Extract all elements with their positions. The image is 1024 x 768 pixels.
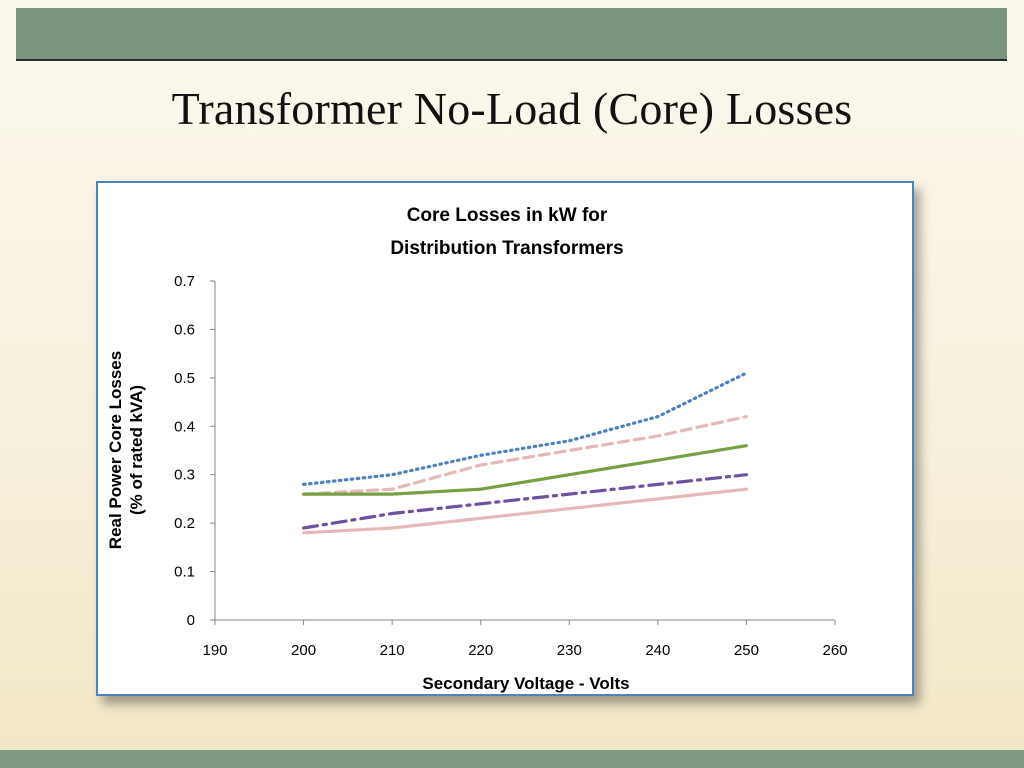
- x-tick-label: 190: [202, 642, 227, 659]
- chart-frame: Core Losses in kW for Distribution Transf…: [96, 181, 914, 696]
- series-line-2: [302, 415, 749, 496]
- y-tick-label: 0.5: [174, 370, 195, 387]
- y-tick-label: 0.2: [174, 515, 195, 532]
- header-band: [16, 8, 1007, 61]
- series-line-3: [302, 444, 749, 496]
- series-line-5: [302, 487, 749, 535]
- slide-title: Transformer No-Load (Core) Losses: [171, 83, 853, 134]
- x-tick-label: 210: [380, 642, 405, 659]
- x-tick-label: 220: [468, 642, 493, 659]
- y-axis-label: Real Power Core Losses (% of rated kVA): [106, 351, 146, 549]
- line-chart: Core Losses in kW for Distribution Transf…: [106, 205, 848, 693]
- axes: [210, 280, 836, 625]
- x-axis-label-text: Secondary Voltage - Volts: [422, 674, 629, 693]
- chart-title-line: Distribution Transformers: [390, 238, 623, 259]
- series-line-4: [302, 473, 749, 530]
- tick-labels: 0 0.1 0.2 0.3 0.4 0.5 0.6 0.7 190 200 210 220 230 240…: [174, 273, 847, 659]
- y-tick-label: 0.4: [174, 418, 195, 435]
- y-tick-label: 0: [187, 612, 195, 629]
- y-tick-label: 0.7: [174, 273, 195, 290]
- x-axis-label: Secondary Voltage - Volts: [422, 674, 629, 693]
- series-line-1: [302, 371, 749, 486]
- y-axis-label-line: (% of rated kVA): [127, 385, 146, 515]
- footer-band: [0, 750, 1024, 768]
- y-axis-label-line: Real Power Core Losses: [106, 351, 125, 549]
- chart-title: Core Losses in kW for Distribution Transf…: [390, 205, 623, 259]
- chart-title-line: Core Losses in kW for: [407, 205, 608, 226]
- x-tick-label: 200: [291, 642, 316, 659]
- x-tick-label: 230: [557, 642, 582, 659]
- x-tick-label: 260: [822, 642, 847, 659]
- x-tick-label: 240: [645, 642, 670, 659]
- y-tick-label: 0.1: [174, 564, 195, 581]
- x-tick-label: 250: [734, 642, 759, 659]
- series-lines: [302, 371, 749, 535]
- y-tick-label: 0.3: [174, 467, 195, 484]
- y-tick-label: 0.6: [174, 321, 195, 338]
